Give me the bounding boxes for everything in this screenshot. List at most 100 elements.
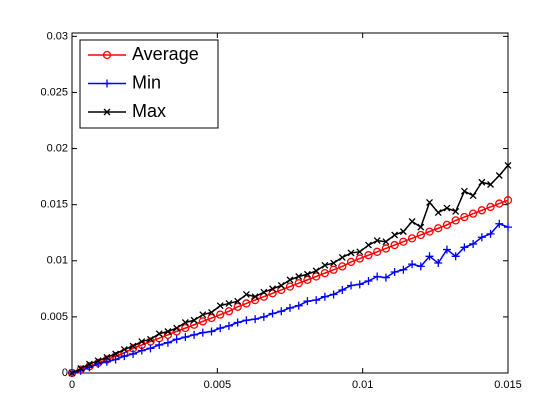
marker — [111, 355, 120, 364]
marker — [504, 161, 512, 169]
marker — [181, 333, 190, 342]
marker — [164, 328, 172, 335]
marker — [207, 327, 216, 336]
marker — [312, 267, 320, 275]
marker — [102, 357, 111, 366]
y-tick-label: 0.005 — [40, 311, 68, 323]
marker — [390, 240, 399, 250]
marker — [495, 172, 503, 179]
marker — [390, 268, 399, 277]
marker — [103, 108, 111, 116]
marker — [346, 257, 356, 267]
marker — [495, 219, 504, 228]
marker — [320, 268, 330, 278]
marker — [103, 79, 111, 88]
marker — [146, 344, 155, 353]
marker — [268, 309, 277, 318]
marker — [242, 299, 251, 308]
marker — [442, 245, 451, 254]
marker — [417, 223, 425, 231]
marker — [286, 303, 294, 312]
marker — [155, 330, 163, 338]
marker — [355, 280, 364, 289]
marker — [77, 365, 85, 372]
marker — [460, 243, 469, 252]
marker — [434, 224, 443, 233]
marker — [208, 308, 215, 316]
marker — [320, 292, 329, 301]
marker — [68, 369, 76, 377]
marker — [251, 293, 259, 301]
y-tick-label: 0.025 — [40, 86, 68, 98]
marker — [207, 313, 216, 323]
marker — [442, 220, 452, 230]
y-tick-label: 0.03 — [47, 30, 68, 42]
marker — [425, 227, 434, 236]
marker — [381, 273, 390, 282]
marker — [199, 311, 207, 319]
marker — [469, 239, 478, 248]
marker — [242, 316, 251, 325]
marker — [172, 335, 181, 344]
marker — [451, 216, 460, 225]
marker — [295, 273, 303, 280]
marker — [147, 335, 154, 343]
x-tick-label: 0.015 — [494, 379, 522, 391]
marker — [224, 307, 234, 316]
marker — [181, 323, 190, 333]
marker — [233, 318, 242, 327]
marker — [487, 181, 495, 188]
marker — [356, 248, 364, 256]
marker — [477, 233, 486, 242]
marker — [391, 231, 399, 239]
marker — [416, 262, 425, 271]
marker — [94, 357, 102, 365]
marker — [460, 212, 469, 222]
marker — [503, 196, 513, 205]
marker — [259, 312, 268, 321]
y-tick-label: 0.01 — [47, 255, 68, 267]
marker — [373, 237, 381, 245]
marker — [277, 307, 286, 316]
marker — [468, 209, 478, 218]
marker — [129, 342, 137, 350]
marker — [399, 237, 408, 246]
marker — [216, 324, 225, 333]
x-tick-label: 0 — [69, 379, 75, 391]
marker — [425, 252, 434, 261]
marker — [373, 272, 382, 281]
x-tick-label: 0.005 — [204, 379, 232, 391]
y-tick-label: 0.02 — [47, 142, 68, 154]
marker — [294, 279, 303, 288]
marker — [330, 259, 338, 267]
marker — [173, 324, 181, 332]
marker — [452, 207, 460, 215]
marker — [338, 262, 347, 271]
marker — [303, 297, 312, 306]
marker — [504, 223, 512, 232]
marker — [190, 316, 198, 324]
marker — [268, 289, 277, 298]
marker — [277, 285, 286, 295]
marker — [382, 238, 390, 246]
marker — [225, 299, 233, 307]
marker — [451, 252, 460, 261]
marker — [286, 276, 294, 284]
marker — [120, 352, 129, 361]
marker — [294, 301, 303, 310]
marker — [312, 296, 321, 305]
y-tick-label: 0.015 — [40, 199, 68, 211]
marker — [259, 292, 268, 301]
legend-label: Min — [132, 72, 161, 92]
marker — [181, 319, 189, 326]
marker — [399, 265, 408, 274]
marker — [277, 282, 285, 289]
marker — [486, 229, 495, 238]
marker — [260, 288, 268, 296]
marker — [355, 254, 364, 263]
marker — [312, 272, 321, 281]
x-tick-label: 0.01 — [352, 379, 373, 391]
marker — [373, 247, 382, 256]
marker — [216, 302, 224, 310]
